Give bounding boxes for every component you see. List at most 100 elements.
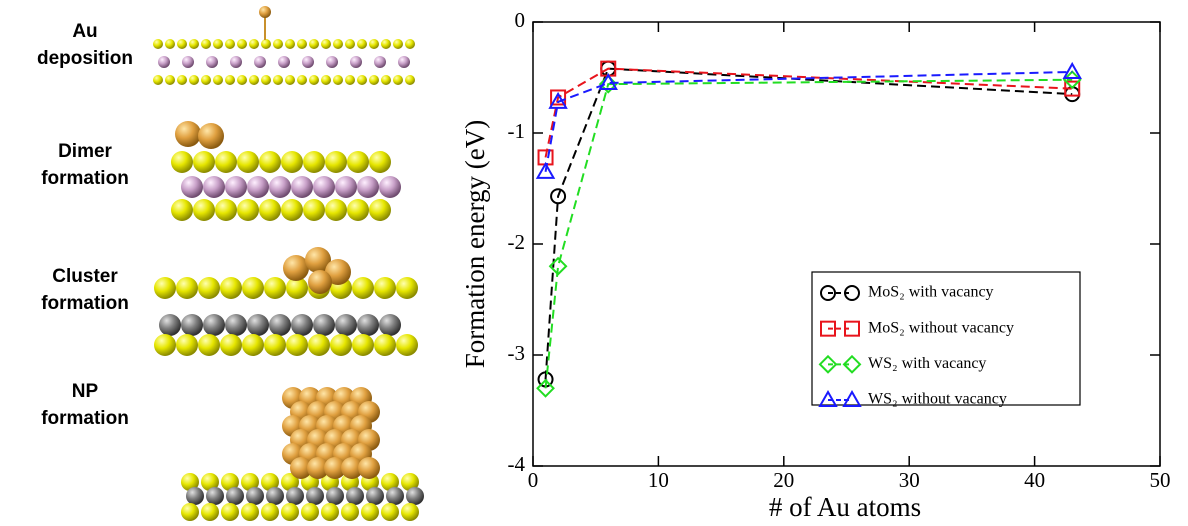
data-point	[1062, 61, 1082, 79]
atom	[352, 277, 374, 299]
atom	[237, 75, 247, 85]
atom	[396, 277, 418, 299]
atom	[325, 199, 347, 221]
atom	[321, 75, 331, 85]
atom	[259, 6, 271, 18]
legend-marker	[844, 320, 860, 337]
atom	[305, 247, 331, 273]
atom	[249, 75, 259, 85]
atom	[241, 503, 259, 521]
y-tick-label: -1	[508, 119, 526, 143]
x-tick-label: 50	[1150, 468, 1171, 492]
atom	[303, 151, 325, 173]
atom	[347, 151, 369, 173]
atom	[198, 334, 220, 356]
structure-label: formation	[41, 168, 129, 189]
atom	[341, 457, 363, 479]
atom	[313, 314, 335, 336]
atom	[242, 277, 264, 299]
atom	[198, 277, 220, 299]
legend: MoS₂ with vacancy MoS₂ without vacancy WS₂…	[811, 271, 1081, 408]
atom	[176, 277, 198, 299]
atom	[259, 151, 281, 173]
atom	[165, 75, 175, 85]
legend-marker	[842, 389, 862, 407]
atom	[386, 487, 404, 505]
atom	[261, 473, 279, 491]
data-point	[598, 73, 618, 91]
atom	[313, 176, 335, 198]
atom	[286, 487, 304, 505]
atom	[186, 487, 204, 505]
atom	[193, 151, 215, 173]
atom	[381, 75, 391, 85]
x-tick-label: 10	[648, 468, 669, 492]
atom	[159, 314, 181, 336]
atom	[345, 39, 355, 49]
structure-label: Dimer	[58, 141, 112, 162]
data-point	[1064, 80, 1081, 97]
atom	[225, 176, 247, 198]
data-point	[536, 378, 555, 398]
legend-box	[811, 271, 1081, 406]
atom	[374, 56, 386, 68]
y-tick-label: 0	[515, 8, 526, 32]
atom	[369, 75, 379, 85]
atom	[181, 503, 199, 521]
atom	[335, 176, 357, 198]
atom	[345, 75, 355, 85]
atom	[290, 457, 312, 479]
atom	[381, 503, 399, 521]
atom	[325, 151, 347, 173]
atom	[333, 39, 343, 49]
atom	[221, 503, 239, 521]
atom	[396, 334, 418, 356]
data-point	[535, 161, 556, 179]
legend-marker	[844, 285, 860, 301]
atom	[381, 473, 399, 491]
x-tick-label: 40	[1024, 468, 1045, 492]
structure-label: Cluster	[52, 266, 118, 287]
chart: # of Au atoms Formation energy (eV) 0 10 2…	[460, 8, 1170, 522]
atom	[237, 151, 259, 173]
legend-marker	[818, 354, 838, 374]
atom	[357, 314, 379, 336]
legend-marker	[842, 354, 862, 374]
series-line	[544, 67, 1073, 158]
atom	[379, 314, 401, 336]
atom	[176, 334, 198, 356]
atom	[335, 314, 357, 336]
atom	[297, 75, 307, 85]
atom	[249, 39, 259, 49]
atom	[226, 487, 244, 505]
atom	[286, 277, 308, 299]
atom	[379, 176, 401, 198]
atom	[309, 39, 319, 49]
atom	[254, 56, 266, 68]
series-line	[544, 78, 1073, 389]
atom	[297, 39, 307, 49]
atom	[220, 334, 242, 356]
x-tick-label: 0	[528, 468, 539, 492]
x-tick-label: 30	[899, 468, 920, 492]
atom	[333, 75, 343, 85]
atom	[291, 314, 313, 336]
atom	[203, 314, 225, 336]
atom	[281, 151, 303, 173]
atom	[286, 334, 308, 356]
atom	[326, 56, 338, 68]
atom	[330, 334, 352, 356]
atom	[357, 176, 379, 198]
atom	[374, 334, 396, 356]
legend-label: MoS₂ without vacancy	[868, 319, 1014, 336]
atom	[406, 487, 424, 505]
atom	[278, 56, 290, 68]
atom	[281, 199, 303, 221]
legend-label: MoS₂ with vacancy	[868, 284, 994, 301]
atom	[302, 56, 314, 68]
atom	[281, 503, 299, 521]
atom	[321, 39, 331, 49]
atom	[307, 457, 329, 479]
